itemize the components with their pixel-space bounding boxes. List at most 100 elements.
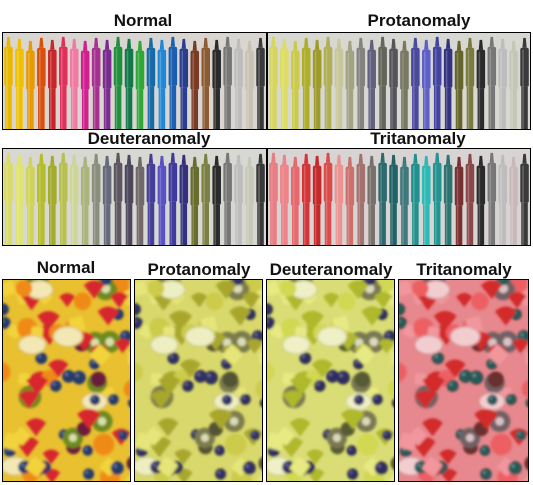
marker-tip xyxy=(94,37,99,48)
strawberry xyxy=(246,338,262,354)
strawberry xyxy=(242,291,261,309)
blueberry xyxy=(364,280,376,286)
blueberry-highlight xyxy=(399,319,401,323)
marker-tip xyxy=(170,152,175,163)
marker-highlight xyxy=(325,164,328,245)
blueberry xyxy=(446,380,459,392)
marker-tip xyxy=(511,156,516,167)
pineapple xyxy=(421,456,443,477)
marker-clip xyxy=(262,51,265,81)
marker-clip xyxy=(296,54,299,84)
blueberry-highlight xyxy=(374,396,377,400)
marker-body xyxy=(103,204,111,245)
blueberry-highlight xyxy=(472,373,476,378)
orange xyxy=(123,380,130,398)
marker-clip xyxy=(493,50,496,81)
marker-highlight xyxy=(214,51,216,129)
marker-body xyxy=(257,86,264,129)
marker-tip xyxy=(282,38,287,49)
marker-body xyxy=(103,88,111,129)
marker-highlight xyxy=(511,168,513,245)
marker-highlight xyxy=(467,49,470,129)
blueberry xyxy=(508,461,522,475)
marker-highlight xyxy=(413,165,415,245)
marker-clip xyxy=(427,53,430,83)
marker-tritanomaly-label: Tritanomaly xyxy=(370,129,466,148)
strawberry xyxy=(347,280,369,299)
marker-tip xyxy=(445,38,451,49)
marker-body xyxy=(521,86,528,129)
marker-panel-tritanomaly xyxy=(267,148,531,246)
marker-clip xyxy=(54,169,56,199)
marker-clip xyxy=(526,167,529,197)
pineapple xyxy=(384,475,394,481)
blueberry xyxy=(167,352,180,365)
marker-body xyxy=(466,202,474,245)
strawberry xyxy=(312,359,333,378)
marker-body xyxy=(246,89,253,129)
marker-clip xyxy=(395,168,398,198)
marker-clip xyxy=(438,50,441,81)
marker-tip xyxy=(50,39,55,50)
marker-highlight xyxy=(225,164,227,245)
marker-clip xyxy=(141,170,144,200)
strawberry xyxy=(439,449,457,465)
marker-clip xyxy=(417,51,419,81)
blueberry xyxy=(498,280,510,286)
marker-highlight xyxy=(93,165,96,245)
strawberry xyxy=(18,390,40,409)
blueberry xyxy=(431,352,444,365)
orange xyxy=(73,292,92,311)
marker-clip xyxy=(329,166,332,197)
blueberry xyxy=(326,369,339,383)
marker-clip xyxy=(449,52,452,82)
blueberry-highlight xyxy=(184,382,188,386)
strawberry xyxy=(433,310,457,331)
blueberry-highlight xyxy=(356,397,359,400)
orange xyxy=(490,433,513,456)
blueberry-highlight xyxy=(511,464,515,468)
blueberry-highlight xyxy=(252,432,255,435)
kiwi-core xyxy=(465,433,475,443)
marker-clip xyxy=(275,50,278,81)
marker-tip xyxy=(247,40,252,51)
kiwi-core xyxy=(369,337,379,347)
blueberry-highlight xyxy=(384,432,387,435)
strawberry xyxy=(42,449,60,465)
grape xyxy=(390,457,394,470)
marker-body xyxy=(324,85,332,129)
blueberry xyxy=(299,352,312,365)
marker-body xyxy=(136,89,144,129)
marker-tip xyxy=(293,40,298,51)
marker-highlight xyxy=(303,165,306,245)
blueberry-highlight xyxy=(518,432,521,435)
marker-tip xyxy=(424,39,429,50)
banana xyxy=(316,326,348,348)
strawberry xyxy=(77,408,101,430)
marker-tip xyxy=(347,40,353,51)
marker-body xyxy=(169,201,177,245)
marker-highlight xyxy=(500,50,502,129)
pineapple xyxy=(385,287,394,306)
marker-clip xyxy=(119,166,122,197)
marker-tip xyxy=(6,36,11,47)
marker-clip xyxy=(10,166,13,197)
blueberry-highlight xyxy=(417,463,421,467)
marker-highlight xyxy=(60,48,63,129)
marker-tip xyxy=(28,40,33,51)
marker-clip xyxy=(108,53,111,83)
blueberry xyxy=(221,394,233,406)
blueberry-highlight xyxy=(64,372,69,377)
marker-clip xyxy=(240,168,243,198)
blueberry-highlight xyxy=(153,463,157,467)
marker-body xyxy=(313,88,321,129)
marker-highlight xyxy=(271,48,273,129)
marker-body xyxy=(70,87,78,129)
marker-clip xyxy=(351,54,354,84)
marker-highlight xyxy=(369,167,371,245)
marker-body xyxy=(510,89,517,129)
marker-body xyxy=(16,203,23,245)
marker-body xyxy=(488,85,496,129)
pineapple xyxy=(408,426,428,446)
marker-tip xyxy=(39,37,44,48)
